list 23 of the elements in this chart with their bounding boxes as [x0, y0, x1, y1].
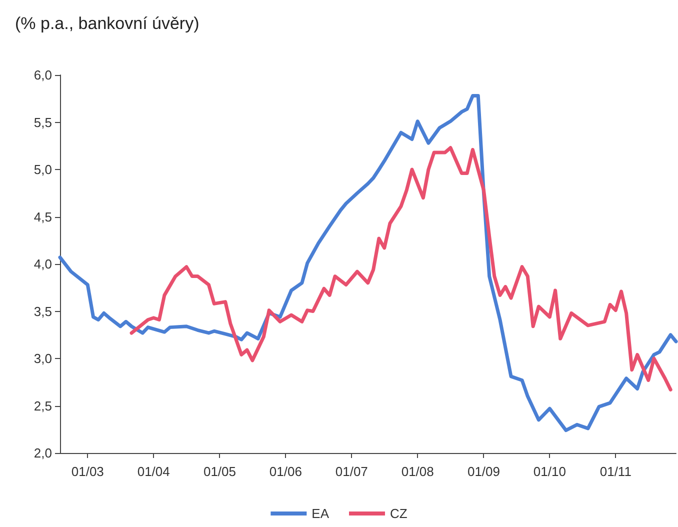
x-tick-label: 01/04 [137, 464, 170, 479]
x-tick-label: 01/06 [269, 464, 302, 479]
y-tick-label: 2,5 [34, 398, 52, 414]
y-tick-label: 4,0 [34, 256, 52, 272]
y-tick-label: 5,5 [34, 114, 52, 130]
x-tick-label: 01/08 [401, 464, 434, 479]
y-tick-label: 3,5 [34, 304, 52, 319]
x-tick-label: 01/09 [467, 464, 500, 479]
chart-title: (% p.a., bankovní úvěry) [15, 14, 200, 33]
x-tick-label: 01/11 [600, 464, 632, 479]
x-tick-label: 01/05 [203, 464, 236, 479]
y-tick-label: 4,5 [34, 209, 52, 224]
y-tick-label: 3,0 [34, 351, 52, 366]
line-series [130, 146, 672, 392]
x-tick-label: 01/03 [71, 464, 104, 479]
x-tick-label: 01/10 [533, 464, 566, 479]
y-tick-label: 5,0 [34, 162, 52, 177]
y-tick-label: 2,0 [34, 446, 52, 460]
legend-label: CZ [390, 506, 408, 521]
line-series [58, 94, 678, 432]
y-tick-label: 6,0 [34, 68, 52, 82]
x-tick-label: 01/07 [335, 464, 368, 479]
legend-label: EA [312, 506, 330, 521]
